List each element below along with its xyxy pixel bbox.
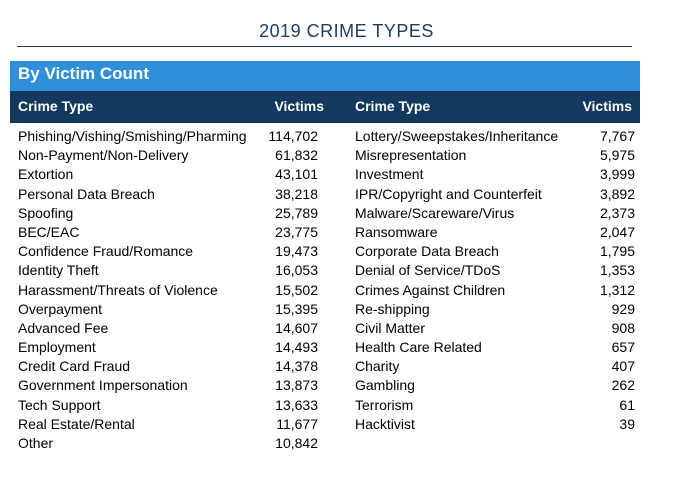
victims-right: 407: [611, 358, 635, 375]
victims-right: 908: [611, 319, 635, 336]
victims-right: 7,767: [599, 128, 635, 144]
table-row: Tech Support 13,633 Terrorism 61: [0, 396, 693, 415]
crime-type-right: Gambling: [355, 377, 415, 394]
crime-type-left: Identity Theft: [18, 262, 99, 279]
victims-left: 14,607: [275, 319, 318, 336]
table-row: Overpayment 15,395 Re-shipping 929: [0, 300, 693, 319]
crime-type-left: Credit Card Fraud: [18, 358, 131, 375]
table-row: Spoofing 25,789 Malware/Scareware/Virus 2,3…: [0, 204, 693, 223]
victims-left: 13,633: [275, 396, 318, 413]
table-row: Personal Data Breach 38,218 IPR/Copyright …: [0, 185, 693, 204]
table-row: Real Estate/Rental 11,677 Hacktivist 39: [0, 415, 693, 434]
crime-type-left: Tech Support: [18, 396, 101, 413]
table-row: Phishing/Vishing/Smishing/Pharming 114,70…: [0, 127, 693, 146]
crime-type-right: Hacktivist: [355, 415, 415, 432]
table-row: Credit Card Fraud 14,378 Charity 407: [0, 357, 693, 376]
victims-right: 2,047: [599, 223, 635, 240]
victims-right: 1,353: [599, 262, 635, 279]
victims-right: 5,975: [599, 147, 635, 164]
crime-table-body: Phishing/Vishing/Smishing/Pharming 114,70…: [0, 127, 693, 453]
victims-left: 25,789: [275, 204, 318, 221]
crime-type-left: Real Estate/Rental: [18, 415, 135, 432]
crime-type-left: Non-Payment/Non-Delivery: [18, 147, 189, 164]
table-row: Other 10,842: [0, 434, 693, 453]
victims-right: 929: [611, 300, 635, 317]
victims-left: 61,832: [275, 147, 318, 164]
crime-type-left: Overpayment: [18, 300, 103, 317]
crime-type-right: IPR/Copyright and Counterfeit: [355, 185, 542, 202]
crime-type-left: Spoofing: [18, 204, 74, 221]
victims-left: 14,378: [275, 358, 318, 375]
header-crime-type-left: Crime Type: [18, 98, 94, 114]
victims-right: 1,795: [599, 243, 635, 260]
table-row: Non-Payment/Non-Delivery 61,832 Misreprese…: [0, 146, 693, 165]
table-row: Extortion 43,101 Investment 3,999: [0, 165, 693, 184]
table-row: Advanced Fee 14,607 Civil Matter 908: [0, 319, 693, 338]
table-row: Employment 14,493 Health Care Related 657: [0, 338, 693, 357]
crime-type-right: Malware/Scareware/Virus: [355, 204, 515, 221]
page-title: 2019 CRIME TYPES: [259, 21, 434, 41]
victims-right: 39: [619, 415, 635, 432]
crime-type-right: Misrepresentation: [355, 147, 467, 164]
crime-type-left: Employment: [18, 339, 96, 356]
crime-type-right: Corporate Data Breach: [355, 243, 499, 260]
crime-type-right: Crimes Against Children: [355, 281, 506, 298]
crime-type-right: Civil Matter: [355, 319, 426, 336]
crime-type-left: Harassment/Threats of Violence: [18, 281, 218, 298]
victims-right: 61: [619, 396, 635, 413]
victims-left: 15,395: [275, 300, 318, 317]
victims-left: 13,873: [275, 377, 318, 394]
crime-type-left: Other: [18, 435, 54, 451]
victims-left: 11,677: [276, 415, 318, 432]
crime-type-left: Phishing/Vishing/Smishing/Pharming: [18, 128, 247, 144]
victims-right: 3,892: [599, 185, 635, 202]
victims-left: 10,842: [275, 435, 318, 451]
table-row: Government Impersonation 13,873 Gambling 26…: [0, 376, 693, 395]
table-header: Crime Type Victims Crime Type Victims: [10, 91, 640, 123]
table-row: Confidence Fraud/Romance 19,473 Corporate …: [0, 242, 693, 261]
victims-left: 15,502: [275, 281, 318, 298]
table-row: Identity Theft 16,053 Denial of Service/TD…: [0, 261, 693, 280]
table-row: BEC/EAC 23,775 Ransomware 2,047: [0, 223, 693, 242]
victims-right: 262: [611, 377, 635, 394]
victims-left: 38,218: [275, 185, 318, 202]
victims-left: 43,101: [275, 166, 318, 183]
victims-right: 3,999: [599, 166, 635, 183]
crime-type-left: Government Impersonation: [18, 377, 188, 394]
crime-type-left: BEC/EAC: [18, 223, 80, 240]
crime-type-right: Investment: [355, 166, 424, 183]
crime-type-right: Lottery/Sweepstakes/Inheritance: [355, 128, 559, 144]
crime-type-right: Denial of Service/TDoS: [355, 262, 501, 279]
crime-type-right: Terrorism: [355, 396, 414, 413]
crime-type-right: Health Care Related: [355, 339, 482, 356]
header-victims-right: Victims: [582, 98, 632, 114]
title-divider: [17, 46, 632, 47]
crime-type-right: Charity: [355, 358, 400, 375]
section-heading: By Victim Count: [10, 61, 640, 91]
victims-right: 657: [611, 339, 635, 356]
crime-type-left: Confidence Fraud/Romance: [18, 243, 194, 260]
header-crime-type-right: Crime Type: [355, 98, 431, 114]
victims-left: 19,473: [275, 243, 318, 260]
victims-left: 23,775: [275, 223, 318, 240]
crime-type-right: Re-shipping: [355, 300, 430, 317]
victims-left: 14,493: [275, 339, 318, 356]
victims-right: 2,373: [599, 204, 635, 221]
crime-type-right: Ransomware: [355, 223, 438, 240]
victims-right: 1,312: [599, 281, 635, 298]
victims-left: 114,702: [268, 128, 318, 144]
table-row: Harassment/Threats of Violence 15,502 Crim…: [0, 281, 693, 300]
crime-type-left: Personal Data Breach: [18, 185, 155, 202]
victims-left: 16,053: [275, 262, 318, 279]
crime-type-left: Extortion: [18, 166, 74, 183]
header-victims-left: Victims: [274, 98, 324, 114]
crime-type-left: Advanced Fee: [18, 319, 109, 336]
